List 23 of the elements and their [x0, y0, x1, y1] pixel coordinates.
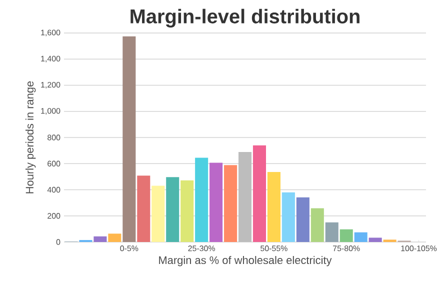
bar	[122, 36, 136, 242]
bar	[137, 176, 150, 242]
bar	[325, 222, 338, 242]
bar	[180, 180, 194, 242]
bar	[166, 177, 180, 242]
bar	[296, 197, 310, 242]
x-axis-title: Margin as % of wholesale electricity	[159, 256, 332, 266]
y-axis-title: Hourly periods in range	[25, 81, 36, 194]
bar	[340, 229, 353, 242]
bar	[94, 236, 107, 242]
bar	[195, 158, 208, 242]
bar	[252, 145, 266, 242]
bar	[108, 234, 122, 242]
bar	[152, 186, 165, 242]
bar	[238, 152, 252, 242]
chart-title: Margin-level distribution	[130, 8, 360, 28]
bar	[210, 162, 223, 242]
bar	[310, 208, 324, 242]
bar	[368, 238, 382, 242]
bar	[354, 232, 368, 242]
bar	[224, 165, 238, 242]
bar	[267, 172, 280, 242]
bar	[282, 192, 295, 242]
